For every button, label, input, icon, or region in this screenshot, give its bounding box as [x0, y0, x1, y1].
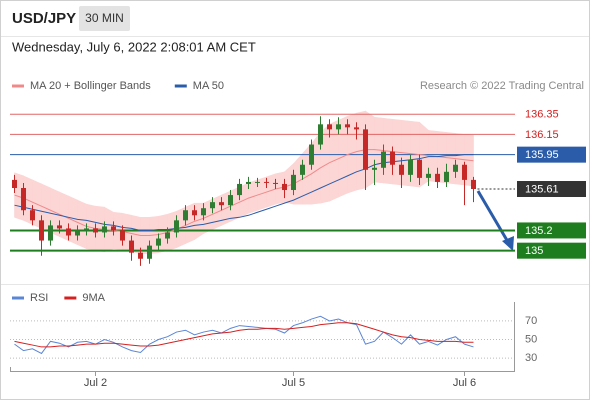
candle-body: [453, 164, 458, 172]
legend-label: MA 50: [193, 80, 224, 92]
candle-body: [21, 187, 26, 211]
series-line: [14, 322, 474, 348]
level-label: 136.35: [525, 109, 559, 121]
candle-body: [408, 159, 413, 175]
level-label: 135.2: [525, 225, 553, 237]
candle-body: [219, 202, 224, 206]
x-tick-label: Jul 5: [282, 377, 305, 389]
level-label: 135.95: [525, 149, 559, 161]
x-tick-label: Jul 2: [84, 377, 107, 389]
candle-body: [66, 228, 71, 236]
y-tick-label: 30: [525, 352, 537, 364]
candle-body: [174, 220, 179, 233]
candle-body: [381, 151, 386, 168]
candle-body: [471, 179, 476, 190]
candle-body: [165, 232, 170, 239]
candle-body: [228, 195, 233, 206]
timeframe-button[interactable]: [79, 6, 130, 31]
candle-body: [426, 173, 431, 178]
legend-label: RSI: [30, 292, 48, 304]
candle-body: [399, 164, 404, 175]
candle-body: [246, 181, 251, 184]
candle-body: [93, 228, 98, 233]
candle-body: [30, 210, 35, 221]
level-label: 135: [525, 245, 543, 257]
candle-body: [300, 164, 305, 175]
candle-body: [291, 174, 296, 191]
candle-body: [318, 124, 323, 145]
candle-body: [372, 167, 377, 170]
candle-body: [57, 225, 62, 229]
candle-body: [390, 151, 395, 165]
candle-body: [12, 179, 17, 188]
source: Research © 2022 Trading Central: [420, 80, 584, 92]
candle-body: [417, 159, 422, 178]
candle-body: [156, 238, 161, 246]
candle-body: [264, 181, 269, 183]
level-box: [517, 242, 586, 259]
candle-body: [255, 181, 260, 183]
candle-body: [183, 210, 188, 221]
candle-body: [462, 164, 467, 180]
level-label: 136.15: [525, 129, 559, 141]
y-tick-label: 50: [525, 333, 537, 345]
legend-label: 9MA: [82, 292, 105, 304]
candle-body: [336, 124, 341, 130]
candle-body: [444, 171, 449, 182]
symbol: USD/JPY: [12, 10, 76, 27]
candle-body: [210, 202, 215, 209]
level-box: [517, 181, 586, 198]
candle-body: [147, 245, 152, 259]
candle-body: [192, 210, 197, 216]
ma-line: [14, 149, 474, 237]
candle-body: [48, 225, 53, 241]
legend-label: MA 20 + Bollinger Bands: [30, 80, 151, 92]
candle-body: [120, 230, 125, 241]
forecast-arrowhead: [502, 236, 514, 251]
candle-body: [75, 230, 80, 236]
candle-body: [102, 226, 107, 233]
forecast-arrow: [476, 190, 510, 243]
candle-body: [282, 183, 287, 191]
timestamp: Wednesday, July 6, 2022 2:08:01 AM CET: [12, 39, 256, 54]
y-tick-label: 70: [525, 315, 537, 327]
candle-body: [327, 124, 332, 130]
candle-body: [309, 144, 314, 165]
level-box: [517, 222, 586, 239]
candle-body: [201, 208, 206, 216]
candle-body: [39, 220, 44, 241]
candle-body: [111, 226, 116, 231]
level-box: [517, 146, 586, 163]
candle-body: [345, 124, 350, 128]
candle-body: [435, 173, 440, 182]
candle-body: [363, 129, 368, 170]
candle-body: [237, 183, 242, 196]
candle-body: [354, 127, 359, 130]
series-line: [14, 315, 474, 355]
candle-body: [84, 228, 89, 231]
candle-body: [138, 252, 143, 259]
ma-line: [14, 154, 474, 231]
candle-body: [273, 182, 278, 184]
timeframe-label[interactable]: 30 MIN: [85, 11, 124, 25]
level-label: 135.61: [525, 183, 559, 195]
candle-body: [129, 240, 134, 253]
x-tick-label: Jul 6: [453, 377, 476, 389]
